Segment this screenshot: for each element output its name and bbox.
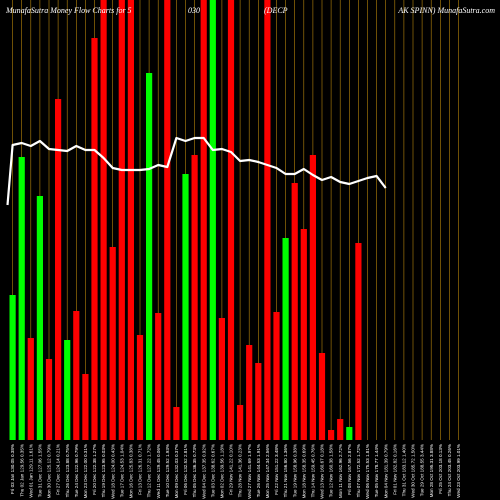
x-tick-label: Fri 13 Dec 126.31 0.71% [138,444,143,495]
price-line [6,136,387,206]
x-tick-label: Mon 28 Oct 195.31 3.88% [429,444,434,497]
x-tick-label: Mon 09 Dec 132.03 0.37% [174,444,179,498]
x-tick-label: Mon 02 Dec 139.56 1.18% [220,444,225,498]
x-axis-labels: Fri 03 Jan 130.05 0.38% Thu 02 Jan 129.56… [10,444,461,499]
x-tick-label: Mon 04 Nov 181.39 0.79% [383,444,388,498]
x-tick-label: Wed 30 Oct 185.72 1.50% [411,444,416,498]
x-tick-label: Tue 24 Dec 122.96 0.79% [74,444,79,497]
money-flow-bar [355,243,362,440]
x-tick-label: Thu 24 Oct 203.45 0.26% [447,444,452,496]
title-left: MunafaSutra Money Flow Charts for 5 [5,6,132,15]
money-flow-bar [146,73,153,440]
x-tick-label: Fri 27 Dec 124.14 0.21% [56,444,61,495]
money-flow-bar [218,318,225,440]
x-tick-label: Fri 01 Nov 182.82 0.16% [392,444,397,495]
x-tick-label: Wed 18 Dec 124.00 0.43% [110,444,115,499]
x-tick-label: Wed 13 Nov 160.67 0.18% [320,444,325,499]
money-flow-bar [200,0,207,440]
x-tick-label: Wed 11 Dec 129.45 0.06% [156,444,161,498]
money-flow-bar [155,313,162,440]
money-flow-bar [255,363,262,440]
money-flow-bar [27,338,34,440]
x-tick-label: Thu 07 Nov 172.52 1.72% [356,444,361,497]
x-tick-label: Wed 27 Nov 141.69 1.97% [247,444,252,499]
money-flow-bar [127,0,134,440]
money-flow-bar [18,157,25,440]
x-tick-label: Thu 31 Oct 183.12 1.40% [402,444,407,496]
money-flow-bar [91,38,98,440]
x-tick-label: Tue 10 Dec 129.52 1.93% [165,444,170,497]
title-mid2: (DECP [264,6,288,15]
x-tick-label: Wed 04 Dec 137.35 0.92% [201,444,206,499]
money-flow-bar [55,99,62,440]
x-tick-label: Tue 12 Nov 160.38 1.58% [329,444,334,497]
x-tick-label: Thu 12 Dec 127.22 1.72% [147,444,152,497]
money-flow-bar [109,247,116,440]
money-flow-bar [291,183,298,440]
x-tick-label: Fri 08 Nov 167.56 2.87% [347,444,352,495]
money-flow-bar [182,174,189,440]
money-flow-bar [328,430,335,440]
money-flow-bar [136,335,144,440]
x-tick-label: Mon 25 Nov 147.34 2.56% [265,444,270,498]
money-flow-bar [300,229,307,440]
x-tick-label: Tue 17 Dec 124.53 1.04% [119,444,124,497]
money-flow-bar [273,312,280,440]
x-tick-label: Fri 25 Oct 203.18 0.13% [438,444,443,494]
x-tick-label: Fri 29 Nov 141.22 0.10% [229,444,234,495]
x-tick-label: Thu 05 Dec 136.35 0.73% [192,444,197,497]
title-right: AK SPINN) MunafaSutra.com [397,6,495,15]
x-tick-label: Thu 14 Nov 159.45 0.76% [311,444,316,497]
money-flow-bar [82,374,89,440]
money-flow-bar [73,311,80,440]
x-tick-label: Mon 18 Nov 158.35 0.69% [301,444,306,498]
money-flow-bar [100,0,107,440]
x-tick-label: Mon 11 Nov 162.96 2.72% [338,444,343,498]
money-flow-bar [173,407,180,440]
x-tick-label: Tue 19 Nov 158.96 0.38% [292,444,297,497]
x-tick-label: Tue 26 Nov 144.53 1.91% [256,444,261,497]
x-tick-label: Thu 02 Jan 129.56 0.35% [19,444,24,497]
x-tick-label: Fri 20 Dec 122.38 1.27% [92,444,97,495]
money-flow-bar [337,419,344,440]
x-tick-label: Fri 03 Jan 130.05 0.38% [10,444,15,494]
money-flow-bar [209,0,216,440]
x-tick-label: Thu 19 Dec 123.95 0.03% [101,444,106,497]
x-tick-label: Tue 31 Dec 127.06 1.55% [38,444,43,497]
money-flow-bar [191,155,198,440]
x-tick-label: Mon 16 Dec 125.83 0.38% [129,444,134,498]
money-flow-bar [246,345,253,440]
money-flow-bar [237,405,244,440]
money-flow-bar [227,0,235,440]
money-flow-bar [118,0,125,440]
money-flow-bar [64,340,71,440]
x-tick-label: Thu 28 Nov 141.36 0.23% [238,444,243,497]
bars [9,0,362,440]
title-mid1: 030 [188,6,200,15]
x-tick-label: Mon 23 Dec 122.00 0.31% [83,444,88,498]
money-flow-bar [318,353,326,440]
money-flow-bar [9,295,16,440]
x-tick-label: Wed 23 Oct 203.99 1.01% [456,444,461,498]
money-flow-bar [164,0,171,440]
x-tick-label: Wed 01 Jan 129.11 1.61% [28,444,33,498]
money-flow-bar [264,0,271,440]
money-flow-bar [36,196,43,440]
x-tick-label: Thu 21 Nov 156.80 1.36% [283,444,288,497]
x-tick-label: Fri 06 Dec 132.52 2.81% [183,444,188,495]
x-tick-label: Fri 22 Nov 151.22 3.48% [274,444,279,495]
x-tick-label: Tue 03 Dec 138.62 0.67% [210,444,215,497]
money-flow-bar [346,427,353,440]
x-tick-label: Tue 05 Nov 178.77 1.44% [374,444,379,497]
money-flow-bar [45,359,53,440]
x-tick-label: Mon 30 Dec 125.12 0.79% [47,444,52,498]
x-tick-label: Wed 06 Nov 175.53 1.81% [365,444,370,499]
money-flow-bar [282,238,289,440]
money-flow-bar [309,155,316,440]
x-tick-label: Thu 26 Dec 123.88 0.75% [65,444,70,497]
x-tick-label: Tue 29 Oct 188.55 3.44% [420,444,425,496]
